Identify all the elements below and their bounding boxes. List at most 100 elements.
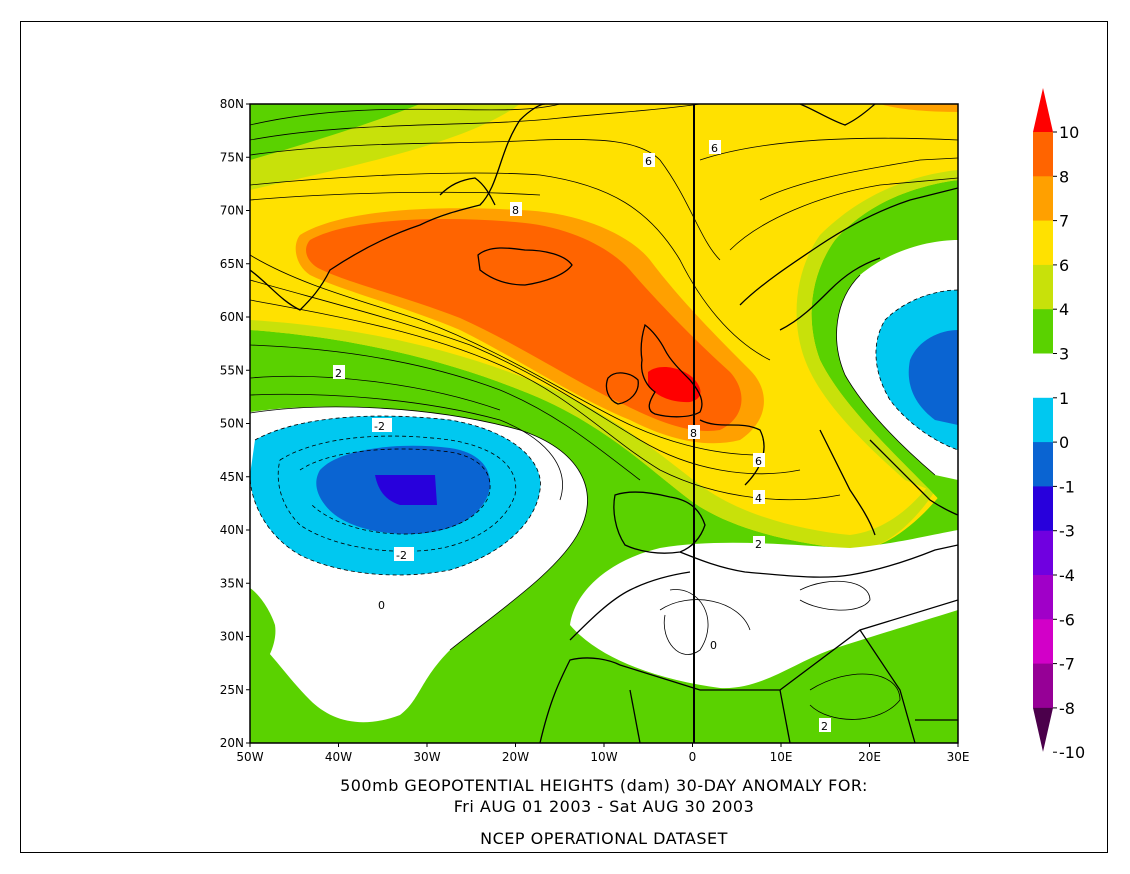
colorbar-segment — [1033, 663, 1053, 709]
lat-tick-label: 25N — [220, 683, 244, 697]
fill-darkorange-ridge — [306, 219, 742, 431]
lat-tick-label: 75N — [220, 150, 244, 164]
colorbar-segment — [1033, 575, 1053, 620]
colorbar-label: -7 — [1059, 655, 1075, 674]
colorbar-segment — [1033, 619, 1053, 665]
lat-tick-label: 20N — [220, 736, 244, 750]
caption-line-1: 500mb GEOPOTENTIAL HEIGHTS (dam) 30-DAY … — [340, 776, 868, 795]
contour-label: 4 — [755, 492, 762, 505]
contour-label-bg — [376, 597, 388, 611]
colorbar-segment — [1033, 530, 1053, 576]
contour-label: 0 — [710, 639, 717, 652]
lat-tick-label: 40N — [220, 523, 244, 537]
contour-label-bg — [394, 547, 414, 561]
caption-line-3: NCEP OPERATIONAL DATASET — [480, 829, 728, 848]
colorbar-segment — [1033, 442, 1053, 487]
contour-label-layer: 6 6 8 8 2 -2 -2 0 6 4 2 0 2 — [333, 140, 831, 733]
contour-label-bg — [708, 637, 720, 651]
colorbar-segment — [1033, 220, 1053, 266]
contour-label-bg — [510, 202, 522, 216]
colorbar-label: -6 — [1059, 610, 1075, 629]
fill-green-left-strip — [250, 588, 276, 680]
lat-tick-label: 70N — [220, 204, 244, 218]
figure-frame — [20, 21, 1108, 853]
contour-label: -2 — [374, 420, 385, 433]
contour-label: 2 — [821, 720, 828, 733]
colorbar-segment — [1033, 486, 1053, 532]
colorbar-label: 3 — [1059, 345, 1069, 364]
contour-label: 6 — [755, 455, 762, 468]
colorbar-segment — [1033, 309, 1053, 354]
contour-label: 8 — [512, 204, 519, 217]
colorbar-label: 0 — [1059, 433, 1069, 452]
latitude-axis: 80N 75N 70N 65N 60N 55N 50N 45N 40N 35N 30N 25N 20N — [220, 97, 250, 750]
contour-lines — [250, 104, 958, 720]
lon-tick-label: 50W — [236, 750, 263, 764]
colorbar-label: -10 — [1059, 743, 1085, 762]
lat-tick-label: 45N — [220, 470, 244, 484]
lon-tick-label: 10E — [770, 750, 793, 764]
colorbar-label: -8 — [1059, 699, 1075, 718]
fill-indigo-core — [375, 475, 437, 505]
longitude-axis: 50W 40W 30W 20W 10W 0 10E 20E 30E — [236, 743, 969, 764]
contour-label: 2 — [335, 367, 342, 380]
lon-tick-label: 30W — [413, 750, 440, 764]
colorbar-segment — [1033, 176, 1053, 222]
colorbar-segment — [1033, 132, 1053, 177]
contour-label-bg — [688, 425, 700, 439]
colorbar-label: -1 — [1059, 477, 1075, 496]
contour-label: 6 — [645, 155, 652, 168]
lon-tick-label: 10W — [590, 750, 617, 764]
fill-red-core — [648, 366, 701, 403]
fill-white-africa — [570, 530, 958, 689]
lat-tick-label: 55N — [220, 363, 244, 377]
colorbar-label: -4 — [1059, 566, 1075, 585]
colorbar-label: 7 — [1059, 212, 1069, 231]
fill-orange-topright — [880, 104, 958, 112]
contour-label-bg — [819, 718, 831, 732]
colorbar-bottom-arrow — [1033, 707, 1053, 752]
lon-tick-label: 20E — [858, 750, 881, 764]
colorbar-segment — [1033, 397, 1053, 443]
negative-contours — [250, 289, 958, 576]
fill-green-topleft — [250, 104, 420, 160]
lon-tick-label: 40W — [325, 750, 352, 764]
contour-label-bg — [753, 490, 765, 504]
colorbar-label: 4 — [1059, 300, 1069, 319]
lat-tick-label: 80N — [220, 97, 244, 111]
contour-label-bg — [753, 536, 765, 550]
lat-tick-label: 60N — [220, 310, 244, 324]
contour-label-bg — [372, 418, 392, 432]
contour-label: 0 — [378, 599, 385, 612]
lat-tick-label: 35N — [220, 576, 244, 590]
lat-tick-label: 50N — [220, 417, 244, 431]
colorbar-label: -3 — [1059, 522, 1075, 541]
colorbar-label: 1 — [1059, 389, 1069, 408]
contour-label-bg — [333, 365, 345, 379]
fill-lime-northeast — [796, 170, 958, 490]
lat-tick-label: 65N — [220, 257, 244, 271]
colorbar-segment — [1033, 353, 1053, 399]
colorbar-label: 6 — [1059, 256, 1069, 275]
caption-line-2: Fri AUG 01 2003 - Sat AUG 30 2003 — [454, 797, 755, 816]
contour-label-bg — [709, 140, 721, 154]
colorbar-label: 10 — [1059, 123, 1079, 142]
fill-blue-northeast — [908, 330, 958, 425]
fill-green-midwest — [250, 359, 600, 520]
contour-label: 2 — [755, 538, 762, 551]
contour-label: 8 — [690, 427, 697, 440]
colorbar-segment — [1033, 264, 1053, 310]
contour-label-bg — [643, 153, 655, 167]
lon-tick-label: 0 — [689, 750, 697, 764]
lon-tick-label: 20W — [502, 750, 529, 764]
lat-tick-label: 30N — [220, 630, 244, 644]
colorbar-label: 8 — [1059, 167, 1069, 186]
contour-label: 6 — [711, 142, 718, 155]
colorbar-top-arrow — [1033, 88, 1053, 132]
anomaly-field: 6 6 8 8 2 -2 -2 0 6 4 2 0 2 — [250, 104, 958, 743]
contour-label: -2 — [396, 549, 407, 562]
lon-tick-label: 30E — [947, 750, 970, 764]
contour-label-bg — [753, 453, 765, 467]
